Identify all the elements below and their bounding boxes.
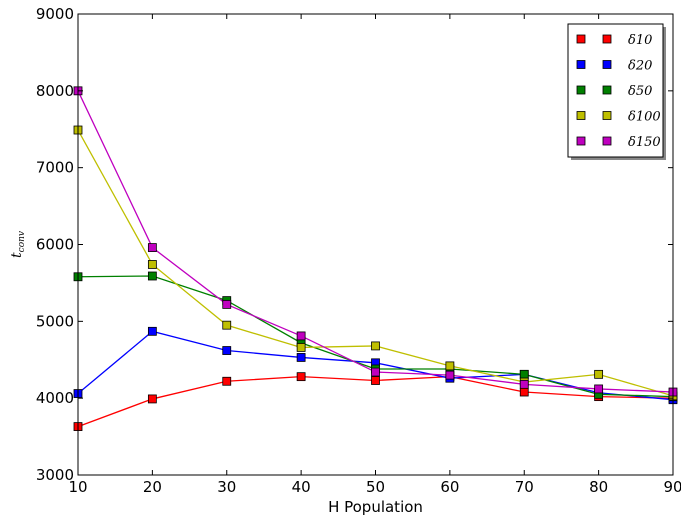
data-point	[371, 367, 380, 377]
legend-label: δ10	[628, 33, 652, 48]
data-point	[222, 346, 232, 355]
legend: δ10 δ20 δ50 δ100 δ150	[567, 23, 666, 160]
legend-label: δ100	[628, 110, 661, 125]
data-point	[147, 271, 157, 281]
legend-label: δ150	[628, 135, 661, 150]
legend-marker	[602, 111, 612, 120]
y-tick-label: 4000	[36, 389, 74, 407]
legend-marker	[602, 60, 612, 69]
x-tick-label: 70	[515, 478, 534, 496]
data-point	[519, 379, 529, 389]
data-point	[296, 343, 306, 352]
data-point	[296, 331, 306, 341]
data-point	[147, 260, 157, 269]
data-point	[147, 326, 157, 336]
x-tick-label: 80	[589, 478, 608, 496]
data-point	[222, 320, 232, 330]
x-tick-label: 30	[217, 478, 236, 496]
data-point	[445, 361, 455, 371]
data-point	[222, 376, 232, 386]
data-point	[296, 353, 306, 362]
x-tick-label: 10	[68, 478, 87, 496]
data-point	[371, 341, 380, 351]
y-tick-label: 5000	[36, 312, 74, 330]
x-tick-label: 90	[663, 478, 681, 496]
x-tick-label: 50	[366, 478, 385, 496]
x-tick-label: 40	[292, 478, 311, 496]
legend-marker	[576, 136, 586, 146]
data-point	[371, 376, 380, 385]
data-point	[594, 384, 604, 394]
x-axis-label: H Population	[328, 498, 423, 516]
data-point	[147, 243, 157, 252]
legend-marker	[576, 111, 586, 120]
y-tick-label: 6000	[36, 236, 74, 254]
legend-marker	[602, 85, 612, 95]
data-point	[519, 369, 529, 379]
y-axis-label-main: t	[9, 252, 25, 258]
legend-marker	[576, 34, 586, 44]
y-tick-label: 8000	[36, 82, 74, 100]
y-tick-label: 3000	[36, 466, 74, 484]
y-tick-label: 9000	[36, 5, 74, 23]
series-line	[77, 129, 674, 397]
legend-label: δ50	[628, 84, 652, 99]
data-point	[519, 387, 529, 397]
data-point	[222, 300, 232, 309]
legend-marker	[602, 34, 612, 44]
y-axis-label: tconv	[9, 231, 27, 258]
legend-marker	[602, 136, 612, 146]
x-tick-label: 20	[143, 478, 162, 496]
legend-label: δ20	[628, 59, 652, 74]
y-tick-label: 7000	[36, 159, 74, 177]
axis-ticks: 10 20 30 40 50 60 70 80 90 3000 4000 5000 6000 7000 80…	[36, 5, 681, 496]
data-point	[594, 369, 604, 379]
data-point	[147, 394, 157, 404]
legend-marker	[576, 85, 586, 95]
data-point	[445, 370, 455, 380]
y-axis-label-subscript: conv	[17, 231, 27, 252]
legend-marker	[576, 60, 586, 69]
x-tick-label: 60	[440, 478, 459, 496]
data-point	[296, 372, 306, 382]
